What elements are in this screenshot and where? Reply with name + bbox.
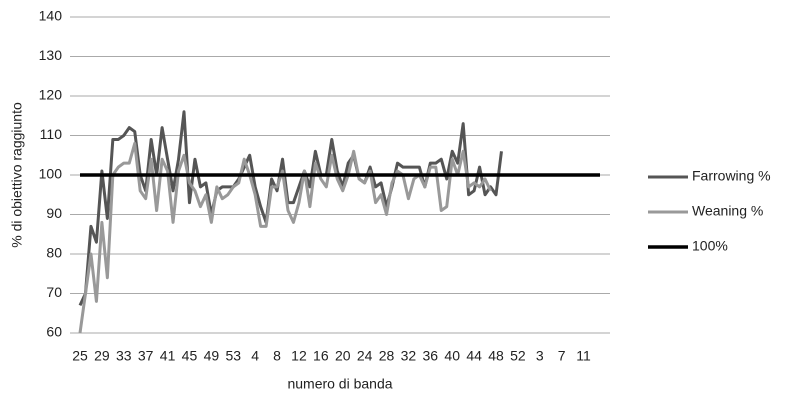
x-tick-label: 16 xyxy=(313,348,329,364)
x-tick-label: 44 xyxy=(466,348,482,364)
x-tick-label: 53 xyxy=(225,348,241,364)
series-line xyxy=(78,141,492,334)
y-tick-label: 130 xyxy=(39,47,63,63)
y-tick-label: 80 xyxy=(46,245,62,261)
x-tick-label: 40 xyxy=(444,348,460,364)
x-tick-label: 37 xyxy=(138,348,154,364)
x-tick-label: 29 xyxy=(94,348,110,364)
y-tick-label: 120 xyxy=(39,87,63,103)
y-tick-label: 110 xyxy=(40,126,63,142)
x-tick-label: 25 xyxy=(72,348,88,364)
series-line xyxy=(78,110,503,306)
x-tick-label: 32 xyxy=(401,348,417,364)
x-tick-label: 52 xyxy=(510,348,526,364)
legend-label: Farrowing % xyxy=(692,168,771,184)
x-tick-label: 48 xyxy=(488,348,504,364)
x-tick-label: 36 xyxy=(423,348,439,364)
x-tick-label: 7 xyxy=(558,348,566,364)
y-tick-label: 140 xyxy=(39,8,63,24)
x-tick-label: 45 xyxy=(182,348,198,364)
x-tick-label: 28 xyxy=(379,348,395,364)
x-tick-label: 24 xyxy=(357,348,373,364)
y-tick-label: 60 xyxy=(46,324,62,340)
y-tick-label: 70 xyxy=(46,284,62,300)
x-tick-label: 49 xyxy=(204,348,220,364)
legend-label: 100% xyxy=(692,238,728,254)
x-tick-label: 33 xyxy=(116,348,132,364)
x-tick-label: 4 xyxy=(251,348,259,364)
x-tick-label: 3 xyxy=(536,348,544,364)
x-tick-label: 20 xyxy=(335,348,351,364)
legend-label: Weaning % xyxy=(692,203,763,219)
x-axis-title: numero di banda xyxy=(287,376,392,392)
y-tick-label: 90 xyxy=(46,205,62,221)
y-axis-title: % di obiettivo raggiunto xyxy=(9,102,25,248)
y-tick-label: 100 xyxy=(39,166,63,182)
x-tick-label: 41 xyxy=(160,348,176,364)
x-tick-label: 12 xyxy=(291,348,307,364)
x-tick-label: 11 xyxy=(576,348,591,364)
x-tick-label: 8 xyxy=(273,348,281,364)
